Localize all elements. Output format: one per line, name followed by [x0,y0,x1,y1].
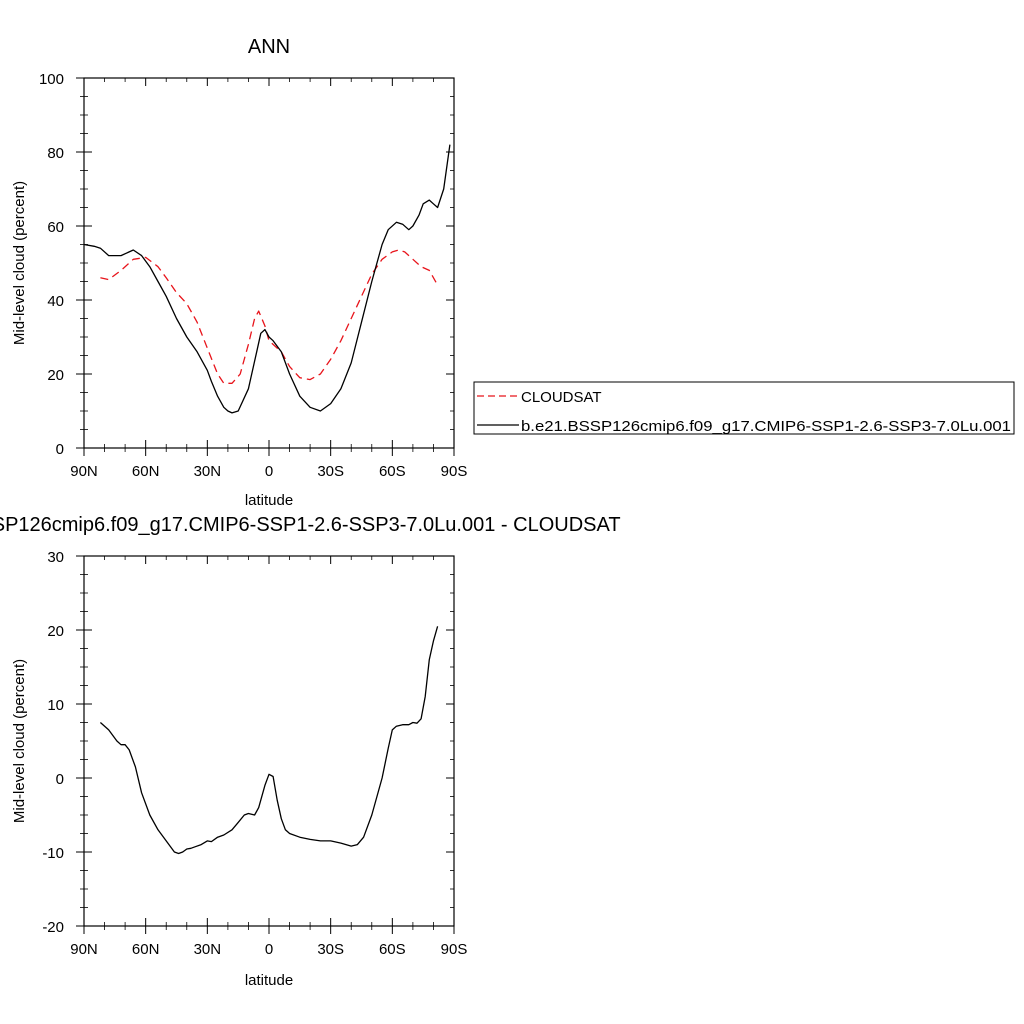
x-tick-label: 30N [194,941,222,958]
x-tick-label: 90S [441,941,468,958]
series-line-model [83,144,451,414]
x-tick-label: 90N [70,463,98,480]
legend-label-cloudsat: CLOUDSAT [521,389,602,406]
series-group [83,144,451,414]
legend: CLOUDSAT b.e21.BSSP126cmip6.f09_g17.CMIP… [473,381,1015,435]
x-tick-label: 0 [265,463,273,480]
y-tick-label: 40 [47,293,64,310]
y-tick-label: 60 [47,219,64,236]
plot-frame [83,77,455,449]
x-tick-label: 90S [441,463,468,480]
x-tick-label: 60N [132,463,160,480]
y-tick-label: 0 [56,441,64,458]
y-tick-label: -20 [42,919,64,936]
y-axis-label: Mid-level cloud (percent) [11,659,28,823]
y-axis-label: Mid-level cloud (percent) [11,181,28,345]
x-tick-label: 30S [317,463,344,480]
x-axis-label: latitude [245,972,293,989]
y-tick-label: 30 [47,549,64,566]
tick-group: -20 -10 0 10 20 30 90N 60N 30N 0 30S 60S 90S [42,549,467,958]
plot-frame [83,555,455,927]
y-tick-label: -10 [42,845,64,862]
x-tick-label: 60S [379,941,406,958]
x-tick-label: 30N [194,463,222,480]
tick-group: 0 20 40 60 80 100 90N 60N 30N 0 30S 60S 90S [39,71,467,480]
x-tick-label: 60S [379,463,406,480]
chart-title: b.e21.BSSP126cmip6.f09_g17.CMIP6-SSP1-2.… [0,514,621,536]
top-panel: ANN Mid-level cloud (percent) latitude 0… [11,36,467,509]
y-tick-label: 80 [47,145,64,162]
chart-title: ANN [248,36,290,58]
x-tick-label: 30S [317,941,344,958]
x-tick-label: 90N [70,941,98,958]
y-tick-label: 20 [47,367,64,384]
legend-label-model: b.e21.BSSP126cmip6.f09_g17.CMIP6-SSP1-2.… [521,418,1011,435]
bottom-panel: b.e21.BSSP126cmip6.f09_g17.CMIP6-SSP1-2.… [0,514,621,989]
x-tick-label: 0 [265,941,273,958]
y-tick-label: 20 [47,623,64,640]
legend-box [473,381,1015,435]
y-tick-label: 100 [39,71,64,88]
series-group [99,626,439,855]
y-tick-label: 10 [47,697,64,714]
y-tick-label: 0 [56,771,64,788]
series-line-difference [99,626,439,855]
x-tick-label: 60N [132,941,160,958]
x-axis-label: latitude [245,492,293,509]
